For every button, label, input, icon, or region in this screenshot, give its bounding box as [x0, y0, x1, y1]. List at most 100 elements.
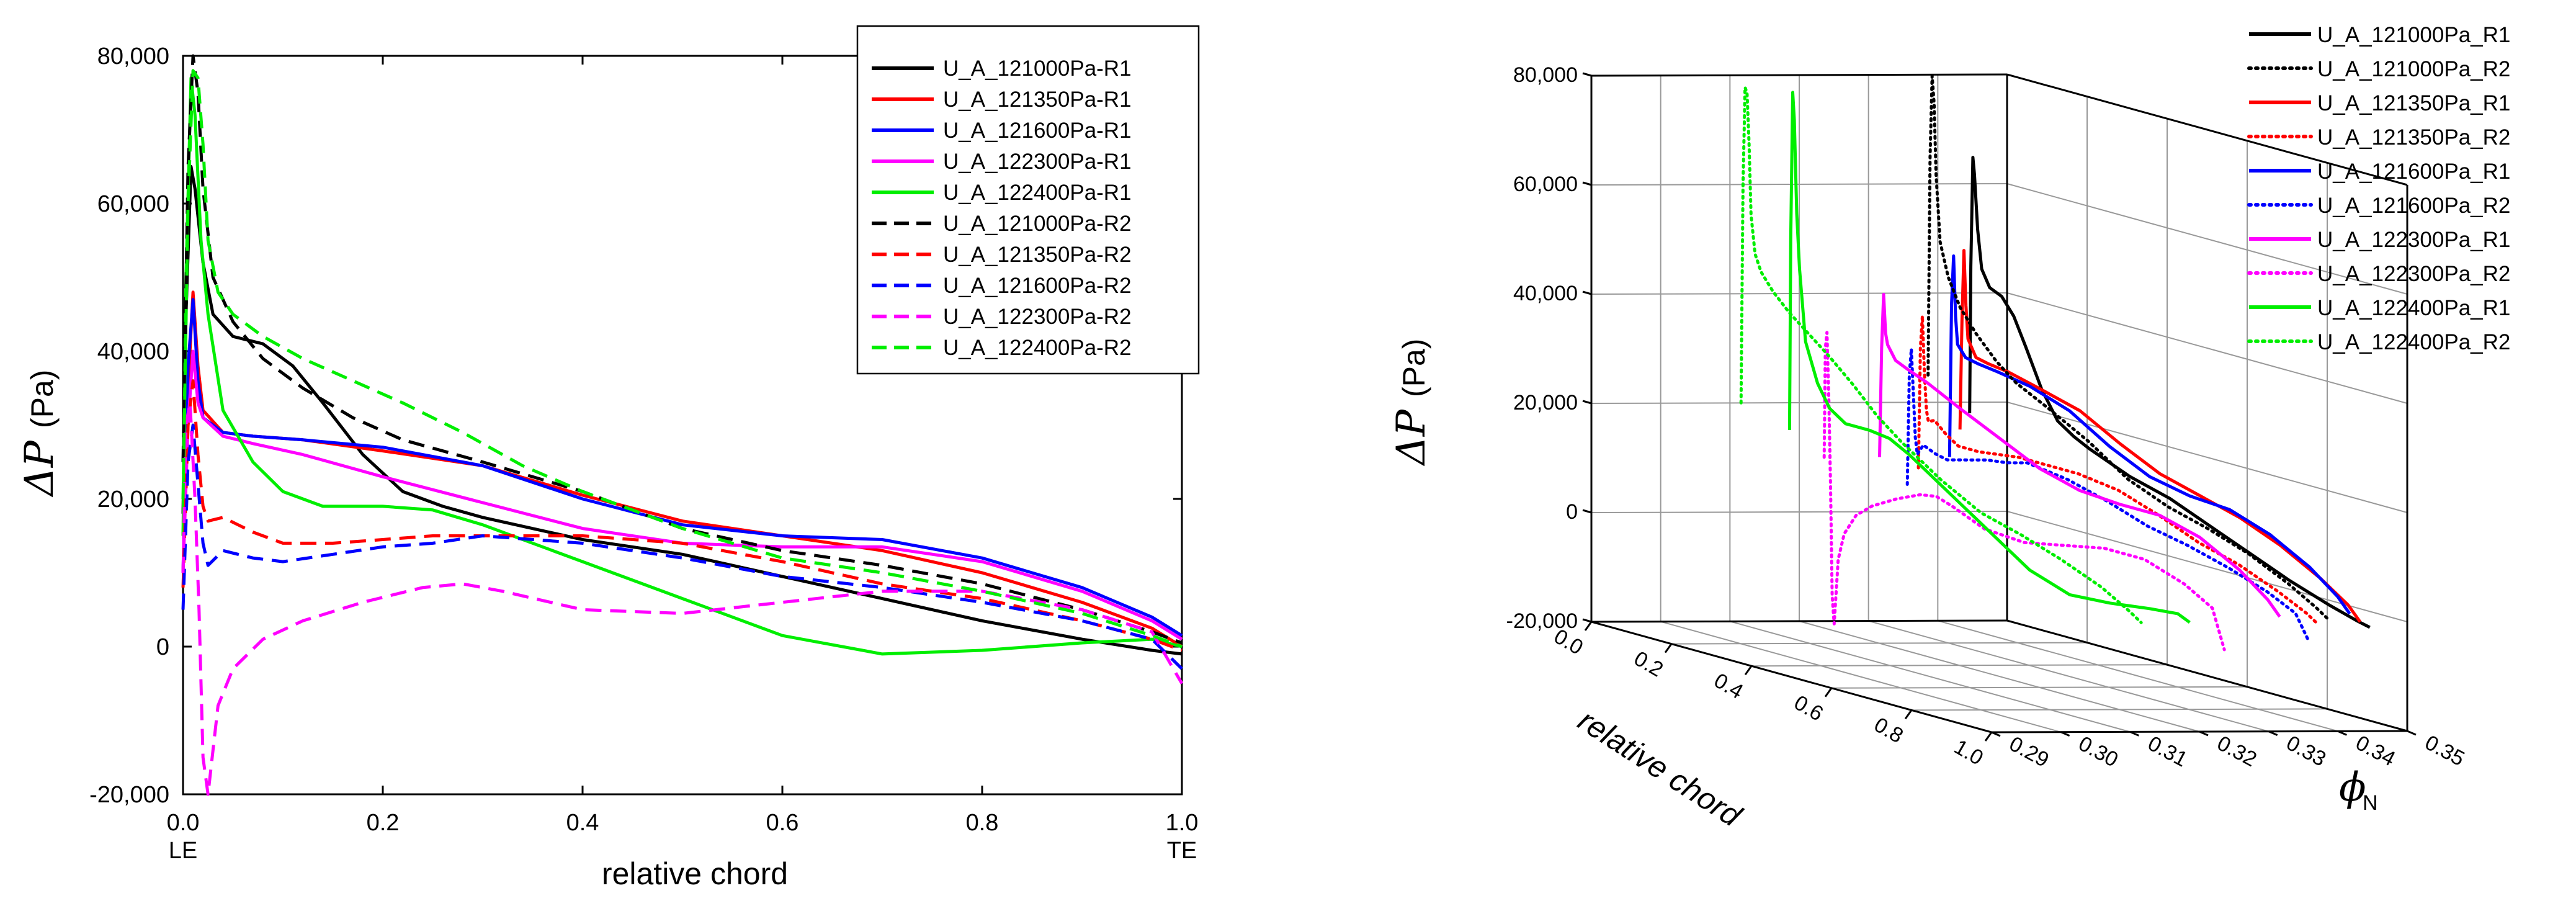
legend-label: U_A_122400Pa-R1	[943, 181, 1132, 205]
frame-edge	[1591, 621, 1992, 733]
x-tick-mark-3d	[1664, 643, 1673, 653]
legend-label: U_A_121350Pa-R2	[943, 243, 1132, 267]
legend-label: U_A_121600Pa-R2	[943, 274, 1132, 298]
phi-tick-mark	[2060, 731, 2070, 737]
phi-symbol: ϕ	[2339, 765, 2366, 810]
z-tick-label: -20,000	[1506, 609, 1578, 633]
series-lines	[181, 54, 1184, 796]
legend-label: U_A_122300Pa-R2	[943, 305, 1132, 329]
legend-label-3d: U_A_122400Pa_R1	[2317, 296, 2510, 320]
legend-label-3d: U_A_122400Pa_R2	[2317, 330, 2510, 354]
y-tick-label: -20,000	[89, 782, 169, 808]
series-line	[181, 69, 1183, 648]
grid-line	[1938, 620, 2338, 732]
series-line-3d	[1739, 86, 2143, 624]
y-axis-ticks: -20,000 0 20,000 40,000 60,000 80,000	[89, 43, 1182, 808]
series-line-3d	[1787, 91, 2191, 624]
x-tick-mark-3d	[1744, 665, 1753, 676]
z-tick-label: 40,000	[1513, 282, 1578, 305]
y-tick-label: 20,000	[97, 487, 169, 513]
y-tick-label: 40,000	[97, 339, 169, 365]
phi-axis-label: ϕ N	[2339, 765, 2378, 815]
x-tick-mark-3d	[1824, 687, 1833, 697]
phi-tick-mark	[2337, 730, 2347, 736]
z-axis-unit: (Pa)	[1397, 339, 1431, 397]
series-line	[181, 298, 1183, 637]
le-label: LE	[169, 838, 197, 864]
x-tick-label-3d: 0.2	[1630, 647, 1667, 682]
x-tick-label-3d: 0.4	[1710, 669, 1747, 704]
phi-tick-mark	[2199, 730, 2209, 737]
x-tick-label: 0.4	[566, 810, 599, 836]
series-lines-3d	[1739, 74, 2371, 652]
legend-label-3d: U_A_122300Pa_R1	[2317, 228, 2510, 252]
z-tick-mark	[1582, 509, 1592, 514]
x-tick-mark-3d	[1584, 621, 1593, 631]
series-line	[181, 76, 1183, 656]
legend-box	[856, 25, 1200, 375]
z-tick-mark	[1582, 72, 1592, 77]
x-axis-label-3d-text: relative chord	[1572, 702, 1748, 834]
series-line	[181, 423, 1183, 670]
chart-2d: 0.0 0.2 0.4 0.6 0.8 1.0 -20,000 0 20,000 40,000 6…	[17, 25, 1200, 891]
legend-label: U_A_122300Pa-R1	[943, 150, 1132, 174]
phi-axis-ticks: 0.29 0.30 0.31 0.32 0.33 0.34 0.35	[1991, 730, 2469, 773]
z-axis-ticks: -20,000 0 20,000 40,000 60,000 80,000	[1506, 63, 1592, 633]
series-line-3d	[1905, 347, 2309, 640]
phi-tick-label: 0.35	[2421, 731, 2468, 771]
x-tick-label: 0.6	[766, 810, 799, 836]
z-tick-label: 20,000	[1513, 391, 1578, 415]
frame-edge	[1591, 73, 2008, 77]
grid-line	[1591, 183, 2008, 186]
series-line	[181, 401, 1184, 796]
y-tick-label: 0	[156, 634, 169, 660]
x-axis-label-3d: relative chord	[1572, 702, 1748, 834]
grid-line	[1868, 620, 2269, 732]
y-tick-label: 80,000	[97, 43, 169, 70]
legend: U_A_121000Pa-R1 U_A_121350Pa-R1 U_A_121600…	[856, 25, 1200, 375]
x-tick-mark-3d	[1984, 732, 1993, 742]
z-tick-mark	[1582, 290, 1592, 295]
legend-label: U_A_121000Pa-R2	[943, 212, 1132, 236]
grid-line	[1591, 401, 2008, 404]
x-tick-label-3d: 0.6	[1790, 691, 1827, 726]
x-tick-label-3d: 1.0	[1950, 735, 1987, 770]
x-tick-label-3d: 0.8	[1870, 713, 1907, 748]
phi-tick-label: 0.30	[2075, 732, 2122, 772]
grid-line	[1799, 621, 2200, 732]
frame-edge	[1591, 619, 2008, 623]
x-tick-label: 1.0	[1166, 810, 1199, 836]
legend-label-3d: U_A_121600Pa_R1	[2317, 159, 2510, 184]
phi-tick-mark	[2268, 730, 2278, 737]
z-tick-label: 80,000	[1513, 63, 1578, 87]
legend-label-3d: U_A_121000Pa_R1	[2317, 23, 2510, 47]
phi-tick-mark	[2129, 730, 2139, 737]
grid-line	[1730, 621, 2131, 733]
z-tick-mark	[1582, 181, 1592, 186]
z-tick-mark	[1582, 400, 1592, 405]
legend-label: U_A_121600Pa-R1	[943, 119, 1132, 143]
series-line	[181, 54, 1183, 645]
phi-tick-label: 0.31	[2144, 732, 2191, 772]
legend-label: U_A_122400Pa-R2	[943, 336, 1132, 360]
x-tick-label: 0.2	[367, 810, 400, 836]
legend-label: U_A_121350Pa-R1	[943, 87, 1132, 112]
grid-line	[1591, 292, 2008, 295]
grid-3d	[1591, 74, 2408, 733]
phi-tick-label: 0.29	[2005, 732, 2052, 773]
series-line-3d	[1878, 292, 2281, 618]
legend-label-3d: U_A_121350Pa_R2	[2317, 125, 2510, 150]
frame-edge	[2006, 619, 2408, 732]
series-line	[181, 349, 1183, 641]
z-tick-label: 60,000	[1513, 173, 1578, 196]
phi-tick-label: 0.32	[2213, 732, 2260, 772]
phi-tick-mark	[2407, 730, 2417, 736]
grid-line	[1660, 621, 2061, 733]
z-axis-label: ΔP (Pa)	[1389, 339, 1434, 467]
phi-tick-mark	[1991, 731, 2001, 737]
series-line-3d	[1926, 74, 2330, 621]
legend-label-3d: U_A_121000Pa_R2	[2317, 57, 2510, 81]
grid-line	[2006, 183, 2408, 295]
legend-3d: U_A_121000Pa_R1 U_A_121000Pa_R2 U_A_121350…	[2247, 23, 2510, 354]
